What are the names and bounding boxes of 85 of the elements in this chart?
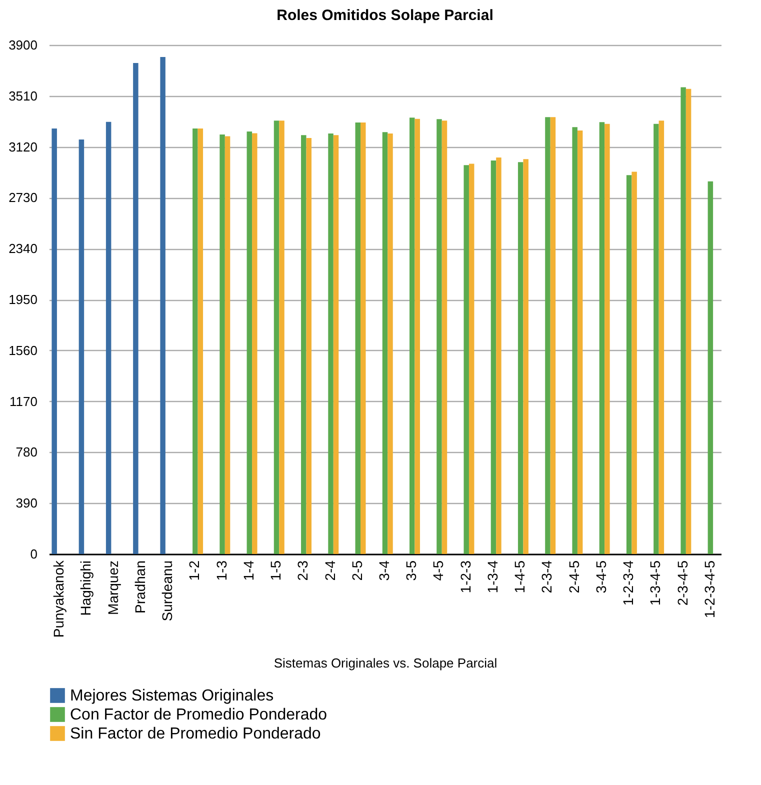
x-tick-label: 4-5: [430, 560, 446, 581]
x-tick-label: 1-2-3-4-5: [701, 560, 718, 618]
y-tick-label: 2340: [8, 241, 38, 256]
bar: [52, 128, 57, 554]
x-tick-label: Pradhan: [132, 560, 148, 614]
bar: [654, 124, 659, 554]
x-tick-label: 3-5: [403, 560, 420, 581]
x-tick-label: 1-2: [186, 560, 202, 581]
bar: [246, 132, 252, 554]
bar: [442, 120, 448, 554]
y-tick-label: 1170: [10, 394, 38, 409]
y-tick-label: 390: [16, 496, 38, 511]
x-tick-label: 3-4-5: [592, 560, 609, 594]
legend-label: Mejores Sistemas Originales: [70, 688, 274, 704]
bar: [658, 120, 664, 554]
y-tick-label: 2730: [8, 190, 38, 206]
bar: [360, 122, 366, 554]
bar: [333, 135, 339, 554]
legend-label: Sin Factor de Promedio Ponderado: [70, 726, 321, 742]
x-tick-label: 1-3: [213, 560, 230, 581]
bar: [518, 162, 524, 554]
x-tick-label: 1-4: [240, 560, 256, 581]
y-tick-label: 1950: [8, 292, 38, 307]
bar: [577, 130, 583, 554]
x-tick-label: Haghighi: [78, 560, 94, 616]
bar: [409, 118, 415, 554]
x-tick-label: 3-4: [376, 560, 392, 581]
x-tick-label: 2-3-4-5: [674, 560, 690, 606]
x-tick-label: 1-4-5: [512, 560, 528, 594]
bar: [523, 159, 528, 554]
x-tick-label: 1-3-4-5: [647, 560, 664, 606]
bar: [686, 88, 692, 554]
bar: [708, 181, 714, 554]
x-tick-label: Punyakanok: [50, 560, 67, 638]
bar: [78, 139, 84, 554]
bar: [414, 118, 420, 554]
y-tick-label: 3900: [8, 38, 38, 52]
y-tick-label: 780: [16, 444, 38, 460]
bar: [328, 133, 334, 554]
x-tick-label: 2-3: [294, 560, 311, 581]
bar: [224, 136, 230, 554]
bar: [632, 172, 637, 554]
x-tick-label: 1-2-3: [457, 560, 474, 594]
x-tick-label: 2-3-4: [538, 560, 555, 594]
x-tick-label: Marquez: [104, 560, 121, 615]
bar: [198, 128, 204, 554]
x-tick-label: 1-2-3-4: [620, 560, 636, 606]
bar: [274, 120, 280, 554]
bar: [468, 164, 474, 554]
y-tick-label: 0: [30, 546, 38, 562]
bar: [572, 127, 578, 554]
x-tick-label: 2-4: [322, 560, 338, 581]
y-tick-label: 1560: [8, 342, 38, 358]
bar: [220, 134, 225, 554]
chart-title: Roles Omitidos Solape Parcial: [276, 7, 494, 24]
bar: [680, 87, 686, 554]
bar: [604, 124, 610, 554]
bar: [550, 117, 556, 554]
bar: [160, 57, 166, 554]
bar: [279, 120, 284, 554]
bar: [355, 122, 361, 554]
bar: [496, 158, 502, 554]
bar: [599, 122, 605, 554]
bar: [192, 128, 198, 554]
y-tick-label: 3510: [8, 88, 38, 104]
bar: [545, 117, 550, 554]
bar: [490, 160, 496, 554]
bar: [382, 132, 388, 554]
bar: [106, 122, 112, 554]
x-axis-title: Sistemas Originales vs. Solape Parcial: [274, 656, 498, 671]
x-tick-label: 1-3-4: [484, 560, 500, 594]
bar: [301, 135, 306, 554]
legend-label: Con Factor de Promedio Ponderado: [70, 706, 328, 724]
x-tick-label: 2-4-5: [566, 560, 582, 594]
y-tick-label: 3120: [8, 139, 38, 154]
bar: [464, 165, 469, 554]
bar: [306, 138, 312, 554]
bar: [626, 175, 632, 554]
x-tick-label: 2-5: [348, 560, 365, 581]
x-tick-label: Surdeanu: [159, 560, 176, 622]
bar: [133, 63, 138, 554]
bar: [252, 133, 258, 554]
x-tick-label: 1-5: [268, 560, 284, 581]
bar: [388, 133, 393, 554]
bar: [436, 119, 442, 554]
